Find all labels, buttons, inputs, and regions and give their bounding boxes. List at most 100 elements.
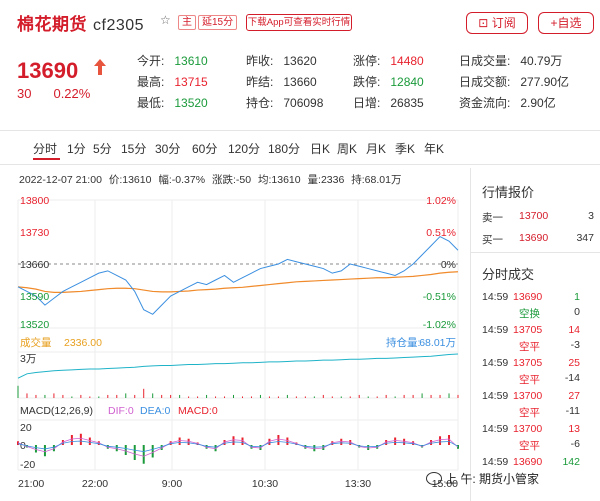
tab-60分[interactable]: 60分 — [192, 142, 218, 156]
volume-axis-label: 3万 — [20, 353, 36, 365]
tab-120分[interactable]: 120分 — [228, 142, 261, 156]
add-favorite-button[interactable]: +自选 — [538, 12, 594, 34]
contract-title: 棉花期货 cf2305 — [17, 10, 144, 35]
tab-日K[interactable]: 日K — [310, 142, 331, 156]
field-value: 26835 — [390, 96, 424, 110]
field-label: 昨结: — [246, 75, 274, 89]
quote-field: 最低: 13520 — [137, 94, 208, 111]
percent-tick-label: 0.51% — [426, 227, 456, 239]
macd-value: MACD:0 — [178, 405, 218, 417]
quote-field: 最高: 13715 — [137, 73, 208, 90]
field-label: 跌停: — [353, 75, 381, 89]
field-label: 持仓: — [246, 96, 274, 110]
book-p: 13700 — [519, 210, 549, 222]
trade-t: 14:59 — [482, 390, 509, 402]
quote-field: 资金流向: 2.90亿 — [459, 94, 556, 111]
trade-ty: 空平 — [519, 374, 540, 386]
tab-年K[interactable]: 年K — [424, 142, 445, 156]
macd-tick-label: 0 — [20, 440, 26, 452]
tab-1分[interactable]: 1分 — [67, 142, 86, 156]
trade-t: 14:59 — [482, 456, 509, 468]
x-tick-label: 22:00 — [82, 478, 108, 490]
tab-月K[interactable]: 月K — [366, 142, 387, 156]
percent-tick-label: 0% — [441, 259, 456, 271]
star-icon[interactable]: ☆ — [160, 13, 171, 27]
percent-tick-label: 1.02% — [426, 195, 456, 207]
trade-row: 14:59 13690 142 — [482, 456, 594, 486]
tab-30分[interactable]: 30分 — [155, 142, 181, 156]
info-time: 2022-12-07 21:00 — [19, 174, 102, 186]
field-value: 13715 — [174, 75, 208, 89]
trade-d: -14 — [564, 372, 580, 384]
tab-15分[interactable]: 15分 — [121, 142, 147, 156]
trade-ty: 空平 — [519, 407, 540, 419]
x-tick-label: 10:30 — [252, 478, 278, 490]
price-change: 30 0.22% — [17, 86, 112, 101]
average-line — [17, 271, 459, 293]
field-label: 日成交量: — [459, 54, 511, 68]
subscribe-button[interactable]: ⊡ 订阅 — [466, 12, 528, 34]
chat-icon — [426, 472, 442, 485]
side-panel: 行情报价 卖一 13700 3 买一 13690 347 分时成交 14:59 13690 1… — [470, 168, 600, 501]
trade-v: 27 — [568, 390, 580, 402]
quote-field: 日成交量: 40.79万 — [459, 52, 562, 69]
crosshair-info: 2022-12-07 21:00 价:13610 幅:-0.37% 涨跌:-50… — [19, 172, 405, 187]
trade-t: 14:59 — [482, 357, 509, 369]
trade-p: 13705 — [513, 357, 543, 369]
contract-code: cf2305 — [93, 17, 145, 34]
price-tick-label: 13660 — [20, 259, 49, 271]
watermark: 上 午: 期货小管家 — [426, 470, 539, 487]
tab-季K[interactable]: 季K — [395, 142, 416, 156]
active-tab-underline — [33, 158, 60, 160]
trade-d: -6 — [570, 438, 580, 450]
info-vol: 量:2336 — [307, 174, 345, 186]
quote-field: 日成交额: 277.90亿 — [459, 73, 569, 90]
intraday-chart[interactable]: 13800 13730 13660 13590 13520 1.02% 0.51% 0% -0.… — [0, 184, 470, 501]
quote-field: 昨结: 13660 — [246, 73, 317, 90]
info-avg: 均:13610 — [258, 174, 301, 186]
trade-p: 13705 — [513, 324, 543, 336]
last-price: 13690 — [17, 58, 79, 83]
tab-5分[interactable]: 5分 — [93, 142, 112, 156]
trade-v: 13 — [568, 423, 580, 435]
dif-line — [17, 437, 459, 457]
tab-180分[interactable]: 180分 — [268, 142, 301, 156]
download-app-button[interactable]: 下载App可查看实时行情 — [246, 14, 352, 31]
field-label: 今开: — [137, 54, 165, 68]
price-tick-label: 13520 — [20, 319, 49, 331]
trade-row: 14:59 13700 27 空平 -11 — [482, 390, 594, 420]
trade-p: 13690 — [513, 291, 543, 303]
price-tick-label: 13590 — [20, 291, 49, 303]
info-price: 价:13610 — [108, 174, 152, 186]
quote-field: 跌停: 12840 — [353, 73, 424, 90]
quote-field: 持仓: 706098 — [246, 94, 323, 111]
header: 棉花期货 cf2305 ☆ 主 延15分 下载App可查看实时行情 ⊡ 订阅 +自… — [0, 0, 600, 44]
field-label: 涨停: — [353, 54, 381, 68]
trade-row: 14:59 13705 14 空平 -3 — [482, 324, 594, 354]
field-label: 昨收: — [246, 54, 274, 68]
field-label: 最低: — [137, 96, 165, 110]
book-title: 行情报价 — [482, 185, 535, 200]
trades-title: 分时成交 — [482, 267, 535, 282]
x-tick-label: 13:30 — [345, 478, 371, 490]
macd-tick-label: -20 — [20, 459, 35, 471]
trade-v: 1 — [574, 291, 580, 303]
quote-field: 日增: 26835 — [353, 94, 424, 111]
change-percent: 0.22% — [53, 86, 91, 101]
subscribe-label: 订阅 — [491, 16, 516, 30]
field-value: 2.90亿 — [520, 96, 556, 110]
divider — [0, 164, 600, 165]
field-label: 日成交额: — [459, 75, 511, 89]
trade-p: 13700 — [513, 423, 543, 435]
tab-分时[interactable]: 分时 — [33, 142, 58, 156]
trade-t: 14:59 — [482, 291, 509, 303]
trade-row: 14:59 13690 1 空换 0 — [482, 291, 594, 321]
info-amp: 幅:-0.37% — [158, 174, 206, 186]
book-v: 3 — [588, 210, 594, 222]
trade-p: 13690 — [513, 456, 543, 468]
tab-周K[interactable]: 周K — [337, 142, 358, 156]
trade-ty: 空换 — [519, 308, 540, 320]
dif-label: DIF:0 — [108, 405, 134, 417]
trade-ty: 空平 — [519, 341, 540, 353]
field-value: 13620 — [283, 54, 317, 68]
